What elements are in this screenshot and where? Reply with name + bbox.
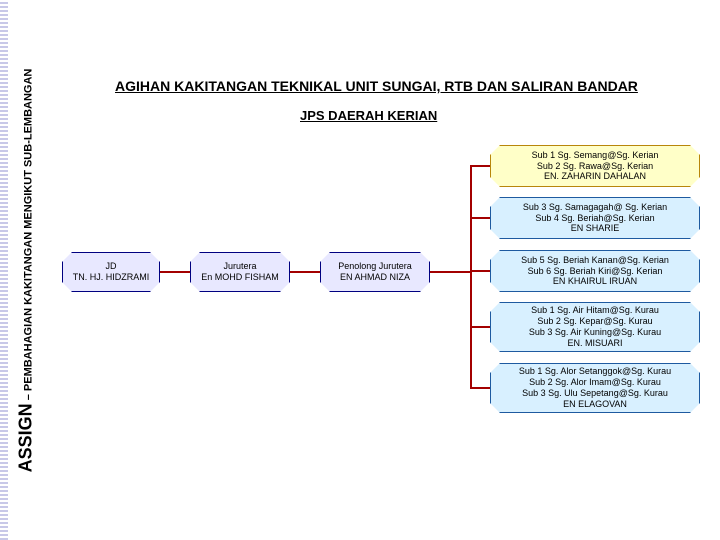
org-node-r2: Sub 3 Sg. Samagagah@ Sg. KerianSub 4 Sg.… [490,197,700,239]
node-label: EN SHARIE [571,223,620,234]
node-label: EN KHAIRUL IRUAN [553,276,637,287]
org-node-r4: Sub 1 Sg. Air Hitam@Sg. KurauSub 2 Sg. K… [490,302,700,352]
node-label: Sub 6 Sg. Beriah Kiri@Sg. Kerian [528,266,663,277]
node-label: Sub 2 Sg. Kepar@Sg. Kurau [537,316,652,327]
connector [160,271,190,273]
connector [470,217,490,219]
page-title: AGIHAN KAKITANGAN TEKNIKAL UNIT SUNGAI, … [115,78,638,94]
sidebar-rest: PEMBAHAGIAN KAKITANGAN MENGIKUT SUB-LEMB… [23,68,35,390]
org-node-penolong: Penolong JuruteraEN AHMAD NIZA [320,252,430,292]
connector [470,165,490,167]
connector [470,270,490,272]
connector [470,166,472,388]
org-node-jd: JDTN. HJ. HIDZRAMI [62,252,160,292]
org-node-jurutera: JuruteraEn MOHD FISHAM [190,252,290,292]
sidebar-assign: ASSIGN [16,403,36,472]
org-node-r1: Sub 1 Sg. Semang@Sg. KerianSub 2 Sg. Raw… [490,145,700,187]
node-label: Sub 3 Sg. Samagagah@ Sg. Kerian [523,202,667,213]
node-label: Penolong Jurutera [338,261,412,272]
node-label: EN. MISUARI [567,338,622,349]
node-label: Sub 3 Sg. Ulu Sepetang@Sg. Kurau [522,388,668,399]
node-label: En MOHD FISHAM [201,272,279,283]
node-label: EN ELAGOVAN [563,399,627,410]
connector [470,387,490,389]
sidebar-stripes [0,0,8,540]
node-label: EN. ZAHARIN DAHALAN [544,171,646,182]
node-label: Sub 5 Sg. Beriah Kanan@Sg. Kerian [521,255,669,266]
sidebar-text: ASSIGN – PEMBAHAGIAN KAKITANGAN MENGIKUT… [10,0,42,540]
page-subtitle: JPS DAERAH KERIAN [300,108,437,123]
org-node-r3: Sub 5 Sg. Beriah Kanan@Sg. KerianSub 6 S… [490,250,700,292]
org-node-r5: Sub 1 Sg. Alor Setanggok@Sg. KurauSub 2 … [490,363,700,413]
connector [430,271,470,273]
sidebar-dash: – [23,394,35,400]
node-label: Sub 2 Sg. Alor Imam@Sg. Kurau [529,377,661,388]
node-label: Sub 2 Sg. Rawa@Sg. Kerian [537,161,653,172]
connector [470,326,490,328]
node-label: Sub 3 Sg. Air Kuning@Sg. Kurau [529,327,661,338]
sidebar: ASSIGN – PEMBAHAGIAN KAKITANGAN MENGIKUT… [0,0,42,540]
node-label: Sub 1 Sg. Alor Setanggok@Sg. Kurau [519,366,671,377]
node-label: Jurutera [223,261,256,272]
node-label: Sub 4 Sg. Beriah@Sg. Kerian [535,213,654,224]
node-label: Sub 1 Sg. Air Hitam@Sg. Kurau [531,305,659,316]
node-label: Sub 1 Sg. Semang@Sg. Kerian [532,150,659,161]
connector [290,271,320,273]
node-label: TN. HJ. HIDZRAMI [73,272,150,283]
node-label: EN AHMAD NIZA [340,272,410,283]
node-label: JD [106,261,117,272]
